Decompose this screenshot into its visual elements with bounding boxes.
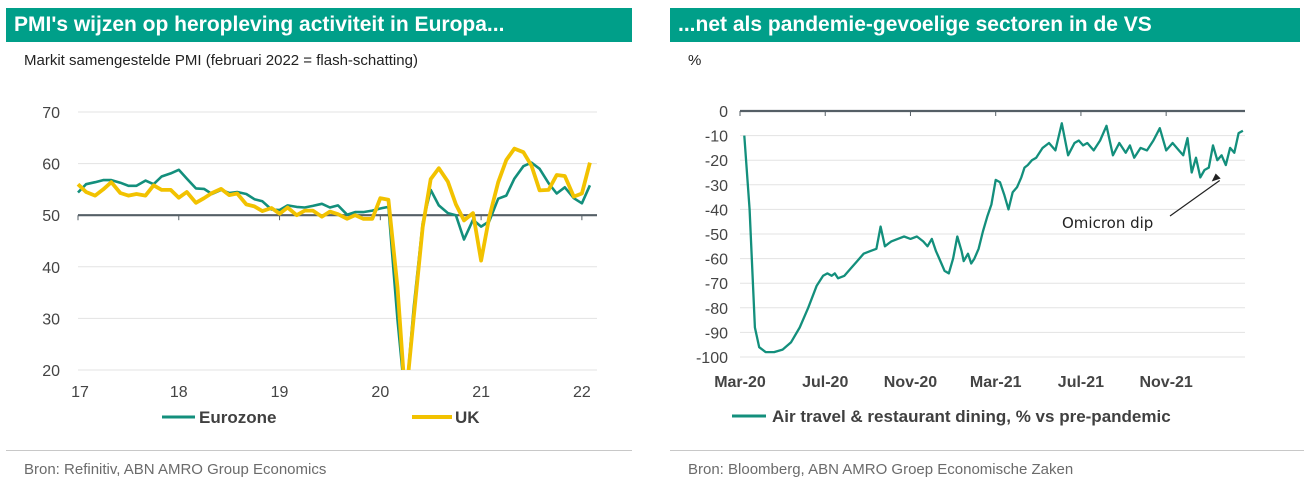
right-source-note: Bron: Bloomberg, ABN AMRO Groep Economis…	[688, 461, 1074, 478]
left-y-tick-label: 20	[42, 363, 60, 380]
right-y-tick-label: -40	[705, 202, 728, 219]
left-y-tick-label: 60	[42, 157, 60, 174]
right-y-tick-label: -50	[705, 227, 728, 244]
right-x-tick-label: Nov-20	[884, 374, 937, 391]
left-footer-divider	[6, 450, 632, 451]
right-y-tick-label: -90	[705, 325, 728, 342]
right-chart-header: ...net als pandemie-gevoelige sectoren i…	[670, 8, 1300, 42]
omicron-dip-annotation-label: Omicron dip	[1062, 214, 1153, 232]
right-x-tick-label: Nov-21	[1139, 374, 1192, 391]
right-y-tick-label: -20	[705, 153, 728, 170]
left-chart-header: PMI's wijzen op heropleving activiteit i…	[6, 8, 632, 42]
omicron-dip-arrowhead	[1211, 173, 1221, 182]
right-x-tick-label: Mar-21	[970, 374, 1022, 391]
right-y-tick-label: -10	[705, 129, 728, 146]
left-y-tick-label: 30	[42, 311, 60, 328]
right-y-tick-label: -70	[705, 276, 728, 293]
left-x-tick-label: 19	[271, 384, 289, 401]
right-chart-unit-label: %	[688, 52, 702, 69]
uk-series-line	[76, 146, 592, 370]
left-y-tick-label: 70	[42, 105, 60, 122]
right-y-tick-label: 0	[719, 104, 728, 121]
legend-uk-label: UK	[455, 408, 480, 427]
right-footer-divider	[670, 450, 1304, 451]
left-y-tick-label: 50	[42, 208, 60, 225]
legend-eurozone-label: Eurozone	[199, 408, 276, 427]
right-y-tick-label: -80	[705, 301, 728, 318]
left-x-tick-label: 21	[472, 384, 490, 401]
right-x-tick-label: Mar-20	[714, 374, 766, 391]
right-x-tick-label: Jul-20	[802, 374, 848, 391]
right-y-tick-label: -60	[705, 252, 728, 269]
eurozone-series-line	[77, 161, 592, 370]
air-travel-series-line	[743, 122, 1244, 354]
left-source-note: Bron: Refinitiv, ABN AMRO Group Economic…	[24, 461, 327, 478]
left-x-tick-label: 22	[573, 384, 591, 401]
right-y-tick-label: -100	[696, 350, 728, 367]
left-x-tick-label: 20	[371, 384, 389, 401]
left-x-tick-label: 17	[71, 384, 89, 401]
left-x-tick-label: 18	[170, 384, 188, 401]
omicron-dip-annotation-arrow	[1169, 180, 1221, 217]
right-y-tick-label: -30	[705, 178, 728, 195]
legend-air-travel-label: Air travel & restaurant dining, % vs pre…	[772, 407, 1171, 426]
left-chart-subtitle: Markit samengestelde PMI (februari 2022 …	[24, 52, 418, 69]
right-x-tick-label: Jul-21	[1058, 374, 1104, 391]
left-y-tick-label: 40	[42, 260, 60, 277]
